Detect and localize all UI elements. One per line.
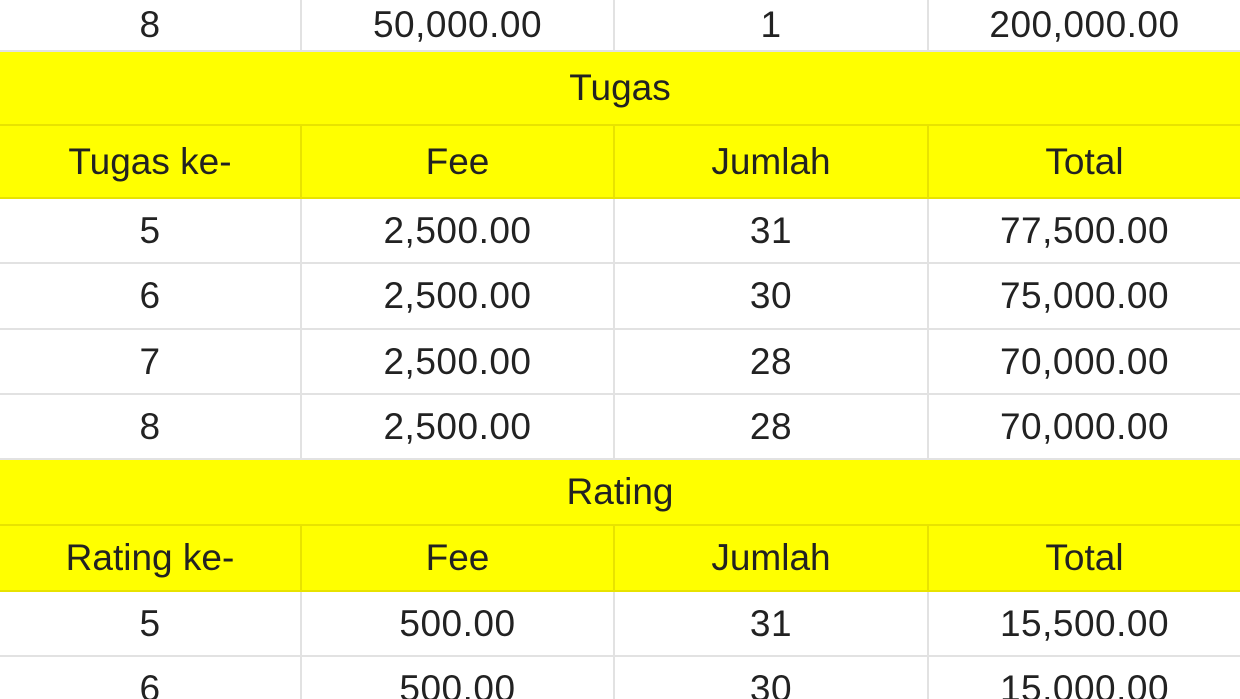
section-header-rating: Rating — [0, 460, 1240, 526]
cell[interactable]: 5 — [0, 592, 302, 657]
table-row: 7 2,500.00 28 70,000.00 — [0, 330, 1240, 395]
cell[interactable]: 70,000.00 — [929, 330, 1240, 395]
header-cell[interactable]: Tugas ke- — [0, 126, 302, 199]
cell[interactable]: 500.00 — [302, 657, 615, 699]
cell[interactable]: 1 — [615, 0, 929, 52]
header-cell[interactable]: Fee — [302, 126, 615, 199]
cell[interactable]: 15,000.00 — [929, 657, 1240, 699]
cell[interactable]: 6 — [0, 657, 302, 699]
cell[interactable]: 200,000.00 — [929, 0, 1240, 52]
table-row: 5 2,500.00 31 77,500.00 — [0, 199, 1240, 264]
cell[interactable]: 8 — [0, 0, 302, 52]
cell[interactable]: 28 — [615, 395, 929, 460]
header-cell[interactable]: Total — [929, 526, 1240, 592]
cell[interactable]: 28 — [615, 330, 929, 395]
cell[interactable]: 5 — [0, 199, 302, 264]
cell[interactable]: 500.00 — [302, 592, 615, 657]
cell[interactable]: 6 — [0, 264, 302, 330]
column-header-row-rating: Rating ke- Fee Jumlah Total — [0, 526, 1240, 592]
column-header-row-tugas: Tugas ke- Fee Jumlah Total — [0, 126, 1240, 199]
merged-cell-tugas-title[interactable]: Tugas — [0, 52, 1240, 126]
cell[interactable]: 31 — [615, 199, 929, 264]
cell[interactable]: 2,500.00 — [302, 199, 615, 264]
table-row: 6 2,500.00 30 75,000.00 — [0, 264, 1240, 330]
header-cell[interactable]: Jumlah — [615, 126, 929, 199]
cell[interactable]: 50,000.00 — [302, 0, 615, 52]
header-cell[interactable]: Jumlah — [615, 526, 929, 592]
cell[interactable]: 8 — [0, 395, 302, 460]
header-cell[interactable]: Total — [929, 126, 1240, 199]
cell[interactable]: 70,000.00 — [929, 395, 1240, 460]
table-row: 8 50,000.00 1 200,000.00 — [0, 0, 1240, 52]
cell[interactable]: 2,500.00 — [302, 264, 615, 330]
cell[interactable]: 15,500.00 — [929, 592, 1240, 657]
section-header-tugas: Tugas — [0, 52, 1240, 126]
cell[interactable]: 7 — [0, 330, 302, 395]
cell[interactable]: 31 — [615, 592, 929, 657]
header-cell[interactable]: Fee — [302, 526, 615, 592]
cell[interactable]: 2,500.00 — [302, 330, 615, 395]
table-row: 6 500.00 30 15,000.00 — [0, 657, 1240, 699]
cell[interactable]: 75,000.00 — [929, 264, 1240, 330]
cell[interactable]: 30 — [615, 264, 929, 330]
table-row: 5 500.00 31 15,500.00 — [0, 592, 1240, 657]
cell[interactable]: 30 — [615, 657, 929, 699]
cell[interactable]: 2,500.00 — [302, 395, 615, 460]
table-row: 8 2,500.00 28 70,000.00 — [0, 395, 1240, 460]
cell[interactable]: 77,500.00 — [929, 199, 1240, 264]
header-cell[interactable]: Rating ke- — [0, 526, 302, 592]
merged-cell-rating-title[interactable]: Rating — [0, 460, 1240, 526]
